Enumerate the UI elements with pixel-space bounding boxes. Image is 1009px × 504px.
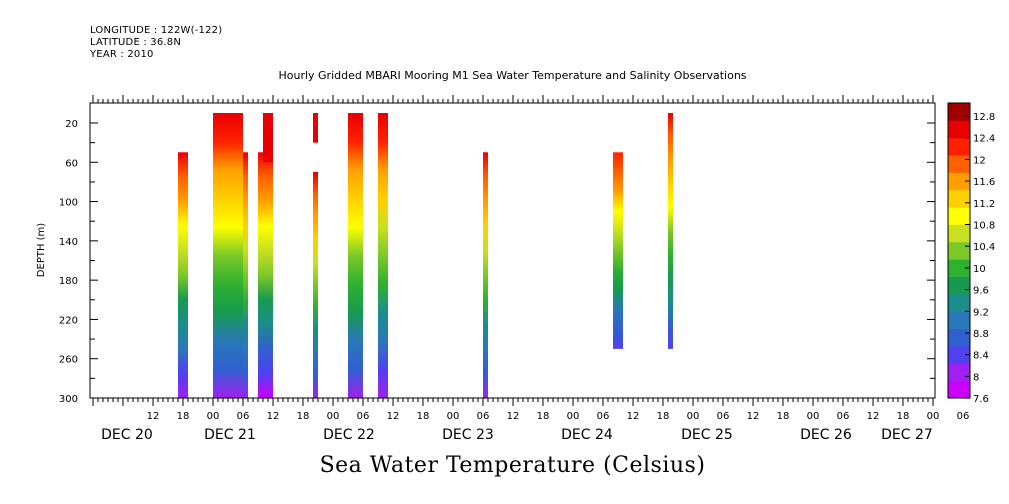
colorbar-label: 10 <box>973 264 986 275</box>
x-hour-label: 18 <box>897 411 910 422</box>
data-column <box>178 152 188 398</box>
y-tick-label: 60 <box>65 158 78 169</box>
x-hour-label: 12 <box>267 411 280 422</box>
colorbar-swatch <box>948 345 970 364</box>
colorbar-swatch <box>948 276 970 295</box>
data-column <box>243 152 248 398</box>
y-tick-label: 20 <box>65 119 78 130</box>
colorbar-swatch <box>948 241 970 260</box>
data-column <box>378 113 388 398</box>
colorbar-swatch <box>948 120 970 139</box>
colorbar-swatch <box>948 103 970 121</box>
colorbar-swatch <box>948 363 970 382</box>
x-day-label: DEC 25 <box>681 427 733 443</box>
colorbar-label: 11.2 <box>973 199 995 210</box>
colorbar-swatch <box>948 259 970 278</box>
data-column <box>313 171 318 398</box>
x-hour-label: 06 <box>957 411 970 422</box>
x-day-label: DEC 26 <box>800 427 852 443</box>
x-hour-label: 12 <box>147 411 160 422</box>
x-hour-label: 12 <box>867 411 880 422</box>
x-hour-label: 18 <box>297 411 310 422</box>
colorbar-label: 12 <box>973 155 986 166</box>
x-day-label: DEC 27 <box>881 427 933 443</box>
latitude-label: LATITUDE : 36.8N <box>90 37 182 48</box>
y-tick-label: 300 <box>59 394 78 405</box>
y-tick-label: 260 <box>59 355 78 366</box>
x-day-label: DEC 22 <box>323 427 375 443</box>
x-hour-label: 00 <box>807 411 820 422</box>
x-hour-label: 18 <box>777 411 790 422</box>
data-column <box>613 152 623 349</box>
colorbar-label: 12.4 <box>973 134 995 145</box>
x-hour-label: 00 <box>447 411 460 422</box>
x-hour-label: 06 <box>717 411 730 422</box>
y-tick-label: 140 <box>59 237 78 248</box>
x-hour-label: 00 <box>207 411 220 422</box>
y-tick-label: 180 <box>59 276 78 287</box>
x-day-label: DEC 24 <box>561 427 613 443</box>
colorbar-swatch <box>948 293 970 312</box>
chart-title: Hourly Gridded MBARI Mooring M1 Sea Wate… <box>278 69 747 82</box>
x-hour-label: 06 <box>237 411 250 422</box>
x-hour-label: 00 <box>327 411 340 422</box>
x-hour-label: 00 <box>687 411 700 422</box>
colorbar-swatch <box>948 172 970 191</box>
x-hour-label: 18 <box>657 411 670 422</box>
x-hour-label: 06 <box>477 411 490 422</box>
colorbar-swatch <box>948 328 970 347</box>
colorbar-label: 7.6 <box>973 394 989 405</box>
colorbar-label: 8 <box>973 372 979 383</box>
x-hour-label: 12 <box>627 411 640 422</box>
data-column <box>213 113 243 398</box>
x-hour-label: 00 <box>567 411 580 422</box>
year-label: YEAR : 2010 <box>90 49 154 60</box>
colorbar-label: 11.6 <box>973 177 995 188</box>
colorbar-label: 10.8 <box>973 221 995 232</box>
x-hour-label: 18 <box>417 411 430 422</box>
data-column <box>263 113 273 163</box>
colorbar-label: 12.8 <box>973 112 995 123</box>
x-day-label: DEC 20 <box>101 427 153 443</box>
colorbar-label: 9.2 <box>973 307 989 318</box>
colorbar-label: 8.4 <box>973 351 989 362</box>
x-hour-label: 18 <box>537 411 550 422</box>
colorbar-swatch <box>948 311 970 330</box>
data-column <box>258 152 273 398</box>
colorbar-swatch <box>948 224 970 243</box>
x-hour-label: 06 <box>597 411 610 422</box>
colorbar-label: 8.8 <box>973 329 989 340</box>
x-hour-label: 12 <box>507 411 520 422</box>
data-column <box>668 113 673 349</box>
variable-label: Sea Water Temperature (Celsius) <box>319 453 706 478</box>
x-hour-label: 18 <box>177 411 190 422</box>
x-day-label: DEC 23 <box>442 427 494 443</box>
colorbar-swatch <box>948 380 970 399</box>
colorbar-swatch <box>948 137 970 156</box>
y-axis-label: DEPTH (m) <box>36 223 47 277</box>
x-hour-label: 12 <box>387 411 400 422</box>
colorbar-label: 9.6 <box>973 286 989 297</box>
longitude-label: LONGITUDE : 122W(-122) <box>90 25 223 36</box>
x-hour-label: 06 <box>837 411 850 422</box>
colorbar-swatch <box>948 207 970 225</box>
colorbar-swatch <box>948 155 970 173</box>
data-column <box>348 113 363 398</box>
data-column <box>313 113 318 143</box>
x-hour-label: 06 <box>357 411 370 422</box>
x-hour-label: 00 <box>927 411 940 422</box>
x-hour-label: 12 <box>747 411 760 422</box>
colorbar-label: 10.4 <box>973 242 995 253</box>
y-tick-label: 220 <box>59 315 78 326</box>
colorbar-frame <box>947 102 971 399</box>
data-column <box>483 152 488 398</box>
colorbar-swatch <box>948 189 970 208</box>
x-day-label: DEC 21 <box>204 427 256 443</box>
y-tick-label: 100 <box>59 198 78 209</box>
